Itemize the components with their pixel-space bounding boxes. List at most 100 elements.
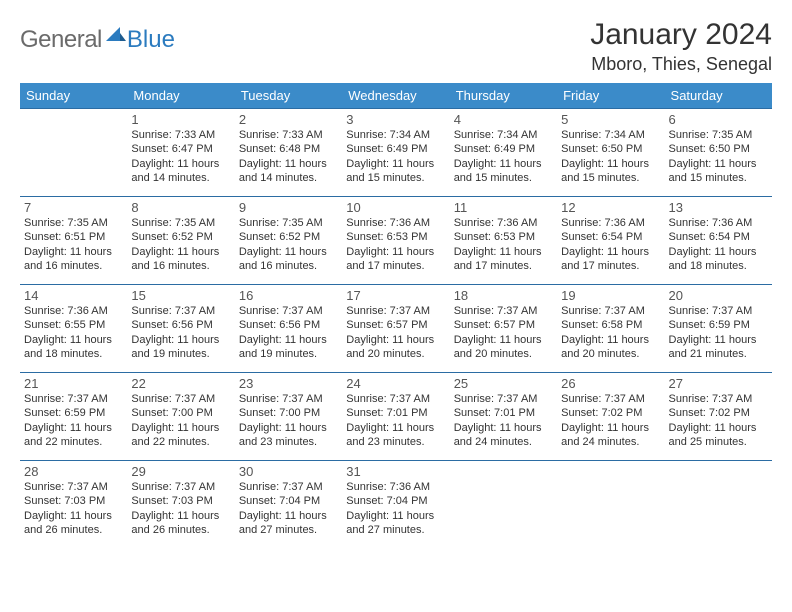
day-info-line: Daylight: 11 hours xyxy=(346,333,445,347)
day-number: 28 xyxy=(24,464,123,479)
day-info-line: and 14 minutes. xyxy=(131,171,230,185)
day-info-line: Sunset: 6:50 PM xyxy=(669,142,768,156)
day-cell: 22Sunrise: 7:37 AMSunset: 7:00 PMDayligh… xyxy=(127,372,234,460)
day-info-line: Sunrise: 7:34 AM xyxy=(454,128,553,142)
day-cell: 10Sunrise: 7:36 AMSunset: 6:53 PMDayligh… xyxy=(342,196,449,284)
day-info-line: Sunrise: 7:37 AM xyxy=(131,304,230,318)
day-info-line: and 17 minutes. xyxy=(346,259,445,273)
day-number: 22 xyxy=(131,376,230,391)
day-number: 9 xyxy=(239,200,338,215)
day-info-line: Sunset: 7:03 PM xyxy=(24,494,123,508)
day-info-line: Sunset: 7:00 PM xyxy=(239,406,338,420)
day-info-line: and 20 minutes. xyxy=(346,347,445,361)
day-info-line: Sunrise: 7:37 AM xyxy=(239,392,338,406)
day-info-line: Daylight: 11 hours xyxy=(24,509,123,523)
calendar: SundayMondayTuesdayWednesdayThursdayFrid… xyxy=(20,83,772,548)
day-info-line: Sunrise: 7:37 AM xyxy=(669,304,768,318)
week-row: 21Sunrise: 7:37 AMSunset: 6:59 PMDayligh… xyxy=(20,372,772,460)
logo: General Blue xyxy=(20,26,175,54)
day-info-line: Sunset: 7:00 PM xyxy=(131,406,230,420)
day-info-line: Sunset: 6:49 PM xyxy=(346,142,445,156)
day-cell: 25Sunrise: 7:37 AMSunset: 7:01 PMDayligh… xyxy=(450,372,557,460)
weekday-header: Friday xyxy=(557,83,664,108)
day-info-line: Daylight: 11 hours xyxy=(669,421,768,435)
day-cell-empty xyxy=(450,460,557,548)
day-cell: 5Sunrise: 7:34 AMSunset: 6:50 PMDaylight… xyxy=(557,108,664,196)
day-info-line: Daylight: 11 hours xyxy=(669,157,768,171)
day-number: 25 xyxy=(454,376,553,391)
day-info-line: and 23 minutes. xyxy=(346,435,445,449)
logo-sail-icon xyxy=(106,25,126,48)
day-info-line: Sunset: 6:48 PM xyxy=(239,142,338,156)
logo-text-blue: Blue xyxy=(127,26,175,54)
day-info-line: Sunrise: 7:33 AM xyxy=(239,128,338,142)
day-info-line: Sunset: 7:04 PM xyxy=(346,494,445,508)
day-cell: 20Sunrise: 7:37 AMSunset: 6:59 PMDayligh… xyxy=(665,284,772,372)
day-info-line: Daylight: 11 hours xyxy=(346,509,445,523)
day-info-line: Sunrise: 7:37 AM xyxy=(239,304,338,318)
day-info-line: and 27 minutes. xyxy=(239,523,338,537)
day-info-line: Sunrise: 7:33 AM xyxy=(131,128,230,142)
day-number: 31 xyxy=(346,464,445,479)
day-info-line: Sunset: 6:47 PM xyxy=(131,142,230,156)
weekday-header: Sunday xyxy=(20,83,127,108)
day-info-line: Sunrise: 7:35 AM xyxy=(131,216,230,230)
day-cell: 4Sunrise: 7:34 AMSunset: 6:49 PMDaylight… xyxy=(450,108,557,196)
day-info-line: Sunrise: 7:36 AM xyxy=(454,216,553,230)
day-info-line: and 25 minutes. xyxy=(669,435,768,449)
day-info-line: Daylight: 11 hours xyxy=(131,157,230,171)
day-info-line: Daylight: 11 hours xyxy=(561,421,660,435)
day-info-line: Daylight: 11 hours xyxy=(24,333,123,347)
week-row: 28Sunrise: 7:37 AMSunset: 7:03 PMDayligh… xyxy=(20,460,772,548)
day-info-line: Daylight: 11 hours xyxy=(346,157,445,171)
day-info-line: Sunrise: 7:36 AM xyxy=(669,216,768,230)
day-info-line: and 26 minutes. xyxy=(24,523,123,537)
day-info-line: and 18 minutes. xyxy=(669,259,768,273)
day-number: 20 xyxy=(669,288,768,303)
day-info-line: Daylight: 11 hours xyxy=(24,421,123,435)
day-info-line: Daylight: 11 hours xyxy=(24,245,123,259)
day-info-line: Sunrise: 7:35 AM xyxy=(669,128,768,142)
title-block: January 2024 Mboro, Thies, Senegal xyxy=(590,18,772,75)
day-info-line: Sunrise: 7:37 AM xyxy=(346,392,445,406)
day-info-line: Sunrise: 7:36 AM xyxy=(346,216,445,230)
day-info-line: Sunset: 7:02 PM xyxy=(669,406,768,420)
day-number: 23 xyxy=(239,376,338,391)
day-cell: 11Sunrise: 7:36 AMSunset: 6:53 PMDayligh… xyxy=(450,196,557,284)
day-cell-empty xyxy=(665,460,772,548)
day-number: 13 xyxy=(669,200,768,215)
day-info-line: Daylight: 11 hours xyxy=(454,421,553,435)
day-info-line: and 15 minutes. xyxy=(561,171,660,185)
day-number: 2 xyxy=(239,112,338,127)
day-cell: 8Sunrise: 7:35 AMSunset: 6:52 PMDaylight… xyxy=(127,196,234,284)
day-cell: 14Sunrise: 7:36 AMSunset: 6:55 PMDayligh… xyxy=(20,284,127,372)
day-info-line: and 16 minutes. xyxy=(131,259,230,273)
day-info-line: Sunset: 7:03 PM xyxy=(131,494,230,508)
day-info-line: Daylight: 11 hours xyxy=(454,245,553,259)
day-info-line: Sunrise: 7:34 AM xyxy=(561,128,660,142)
day-info-line: Daylight: 11 hours xyxy=(561,245,660,259)
day-info-line: Daylight: 11 hours xyxy=(454,333,553,347)
day-info-line: Daylight: 11 hours xyxy=(131,509,230,523)
day-info-line: Sunrise: 7:36 AM xyxy=(346,480,445,494)
day-info-line: Sunset: 6:56 PM xyxy=(131,318,230,332)
day-info-line: Daylight: 11 hours xyxy=(131,333,230,347)
day-info-line: Daylight: 11 hours xyxy=(561,157,660,171)
day-cell: 23Sunrise: 7:37 AMSunset: 7:00 PMDayligh… xyxy=(235,372,342,460)
day-cell: 6Sunrise: 7:35 AMSunset: 6:50 PMDaylight… xyxy=(665,108,772,196)
day-cell: 12Sunrise: 7:36 AMSunset: 6:54 PMDayligh… xyxy=(557,196,664,284)
day-info-line: Daylight: 11 hours xyxy=(239,421,338,435)
day-info-line: Sunset: 6:59 PM xyxy=(669,318,768,332)
day-info-line: Sunrise: 7:37 AM xyxy=(346,304,445,318)
day-info-line: Daylight: 11 hours xyxy=(346,245,445,259)
month-title: January 2024 xyxy=(590,18,772,52)
day-number: 6 xyxy=(669,112,768,127)
day-cell-empty xyxy=(557,460,664,548)
week-row: 1Sunrise: 7:33 AMSunset: 6:47 PMDaylight… xyxy=(20,108,772,196)
day-number: 8 xyxy=(131,200,230,215)
day-cell: 2Sunrise: 7:33 AMSunset: 6:48 PMDaylight… xyxy=(235,108,342,196)
day-info-line: Sunset: 6:58 PM xyxy=(561,318,660,332)
day-info-line: Sunrise: 7:37 AM xyxy=(561,304,660,318)
day-info-line: Sunrise: 7:37 AM xyxy=(24,480,123,494)
day-info-line: Sunset: 6:59 PM xyxy=(24,406,123,420)
